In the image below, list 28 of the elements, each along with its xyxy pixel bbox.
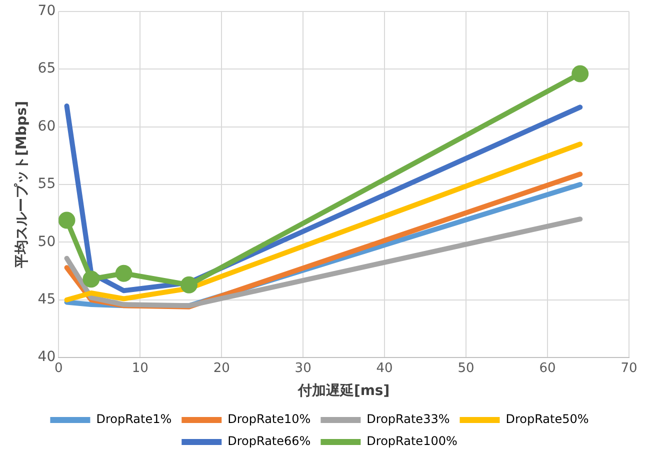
y-tick-label: 55 <box>38 176 56 192</box>
y-tick-label: 65 <box>38 60 56 77</box>
legend-label: DropRate33% <box>366 412 450 426</box>
x-axis-title: 付加遅延[ms] <box>296 383 390 400</box>
legend-label: DropRate100% <box>366 434 458 448</box>
point <box>115 264 132 282</box>
y-axis-title: 平均スループット[Mbps] <box>13 100 30 270</box>
x-tick-label: 20 <box>213 360 230 376</box>
x-tick-label: 30 <box>294 360 312 376</box>
x-tick-label: 40 <box>376 360 393 376</box>
x-tick-label: 70 <box>620 360 638 376</box>
point <box>180 276 198 294</box>
y-tick-label: 40 <box>38 349 56 366</box>
point <box>572 65 589 82</box>
x-tick-label: 10 <box>132 360 148 376</box>
y-tick-label: 45 <box>38 292 56 308</box>
x-tick-label: 60 <box>539 360 556 376</box>
legend-label: DropRate1% <box>96 412 172 426</box>
legend-label: DropRate10% <box>228 412 311 426</box>
y-tick-label: 50 <box>38 234 56 250</box>
x-tick-label: 0 <box>54 360 63 376</box>
y-tick-label: 70 <box>38 3 56 20</box>
y-tick-label: 60 <box>38 118 56 134</box>
point <box>82 270 100 288</box>
legend-label: DropRate50% <box>506 412 589 426</box>
legend-label: DropRate66% <box>228 434 311 448</box>
x-tick-label: 50 <box>458 360 474 376</box>
point <box>58 212 76 229</box>
